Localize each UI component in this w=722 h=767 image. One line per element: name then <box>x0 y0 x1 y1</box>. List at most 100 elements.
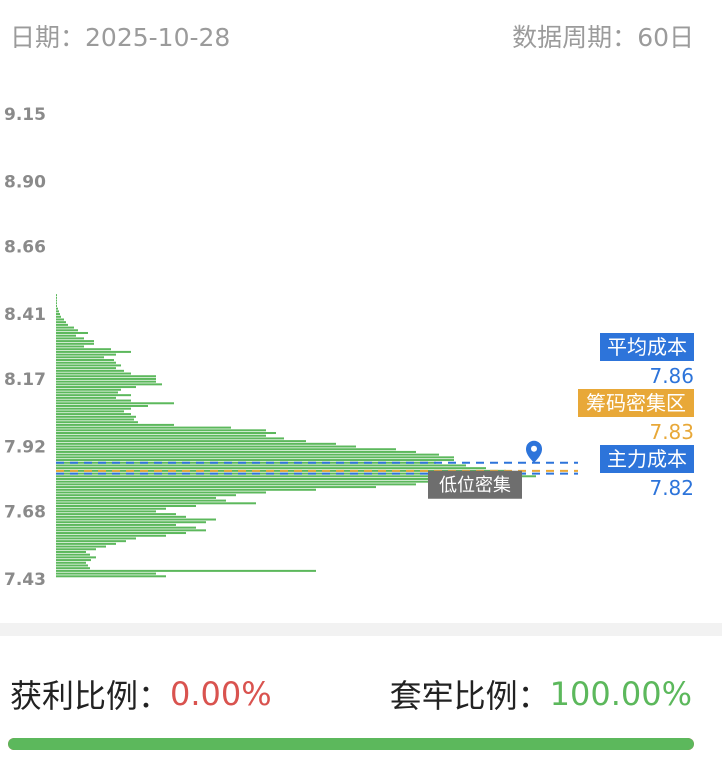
chip-bar <box>56 421 138 424</box>
trapped-progress-fill <box>8 738 694 750</box>
chip-bar <box>56 477 496 480</box>
chip-bar <box>56 540 126 543</box>
chip-bar <box>56 318 64 321</box>
chip-bar <box>56 386 136 389</box>
date-value: 2025-10-28 <box>85 23 231 52</box>
chip-bar <box>56 302 57 305</box>
chip-bar <box>56 496 216 499</box>
concentration-value: 7.83 <box>649 420 694 444</box>
chip-bar <box>56 294 57 297</box>
chip-bar <box>56 532 186 535</box>
chip-bar <box>56 526 196 529</box>
chip-bar <box>56 383 162 386</box>
chip-bar <box>56 518 216 521</box>
chip-bar <box>56 321 66 324</box>
chip-bar <box>56 345 84 348</box>
trapped-ratio: 套牢比例： 100.00% <box>390 671 692 717</box>
trapped-value: 100.00% <box>549 675 692 713</box>
y-tick-label: 8.66 <box>4 237 46 257</box>
chip-bar <box>56 313 60 316</box>
y-tick-label: 9.15 <box>4 105 46 125</box>
chip-bar <box>56 523 176 526</box>
chip-bar <box>56 394 131 397</box>
chip-bar <box>56 480 456 483</box>
chip-bar <box>56 410 124 413</box>
chip-bar <box>56 353 116 356</box>
chip-bar <box>56 380 156 383</box>
chip-bar <box>56 448 396 451</box>
main-cost-label-box <box>600 445 694 473</box>
chip-bar <box>56 348 111 351</box>
chip-bar <box>56 459 454 462</box>
chip-bar <box>56 402 174 405</box>
period-label: 数据周期： <box>512 23 638 52</box>
chip-bar <box>56 396 116 399</box>
chip-bar <box>56 375 156 378</box>
chip-bar <box>56 423 174 426</box>
avg-cost-label: 平均成本 <box>607 335 687 359</box>
chip-bar <box>56 337 84 340</box>
chip-bar <box>56 548 96 551</box>
chip-bar <box>56 323 68 326</box>
chip-bar <box>56 377 156 380</box>
main-cost-value: 7.82 <box>649 476 694 500</box>
chip-bar <box>56 561 86 564</box>
chip-bar <box>56 315 61 318</box>
chip-bar <box>56 467 486 470</box>
chip-bar <box>56 432 276 435</box>
period-value[interactable]: 60日 <box>637 23 694 52</box>
chip-bar <box>56 545 106 548</box>
chip-bar <box>56 329 78 332</box>
chip-bar <box>56 307 58 310</box>
y-tick-label: 8.90 <box>4 173 46 193</box>
chart-canvas: 9.15 8.90 8.66 8.41 8.17 7.92 7.68 7.43 低位密集 平均成本… <box>4 105 694 590</box>
chip-bar <box>56 453 439 456</box>
chip-bar <box>56 513 176 516</box>
main-cost-label: 主力成本 <box>607 447 687 471</box>
profit-value: 0.00% <box>170 675 272 713</box>
low-cluster-annotation-box <box>428 470 522 499</box>
chip-bar <box>56 429 266 432</box>
chip-bar <box>56 361 116 364</box>
chip-bar <box>56 404 148 407</box>
chip-bar <box>56 372 131 375</box>
chip-bar <box>56 340 94 343</box>
chip-bar <box>56 575 166 578</box>
chip-bar <box>56 450 416 453</box>
chip-bar <box>56 499 226 502</box>
chip-bar <box>56 334 76 337</box>
chip-bar <box>56 564 88 567</box>
concentration-label: 筹码密集区 <box>586 391 686 415</box>
chip-bar <box>56 359 114 362</box>
chip-bar <box>56 434 266 437</box>
low-cluster-annotation-text: 低位密集 <box>439 475 511 496</box>
chip-bar <box>56 464 466 467</box>
chip-bar <box>56 299 57 302</box>
chip-bar <box>56 507 166 510</box>
chip-bar <box>56 442 336 445</box>
section-divider <box>0 623 722 636</box>
chip-bar <box>56 350 131 353</box>
chip-bar <box>56 556 96 559</box>
period-info[interactable]: 数据周期：60日 <box>512 18 694 54</box>
y-tick-label: 7.68 <box>4 502 46 522</box>
chip-bar <box>56 472 526 475</box>
chip-bar <box>56 413 131 416</box>
chip-bar <box>56 537 136 540</box>
avg-cost-value: 7.86 <box>649 364 694 388</box>
chip-bar <box>56 415 136 418</box>
header-bar: 日期：2025-10-28 数据周期：60日 <box>10 18 694 54</box>
chip-bar <box>56 304 57 307</box>
chip-bar <box>56 426 231 429</box>
chip-bar <box>56 445 356 448</box>
chip-bar <box>56 418 134 421</box>
chip-bar <box>56 567 90 570</box>
chip-bar <box>56 364 121 367</box>
chip-bar <box>56 529 206 532</box>
y-tick-label: 8.41 <box>4 305 46 325</box>
ratio-row: 获利比例： 0.00% 套牢比例： 100.00% <box>10 672 692 716</box>
chip-bar <box>56 399 131 402</box>
chip-bar <box>56 391 118 394</box>
chip-bar <box>56 456 454 459</box>
chip-bar <box>56 326 74 329</box>
